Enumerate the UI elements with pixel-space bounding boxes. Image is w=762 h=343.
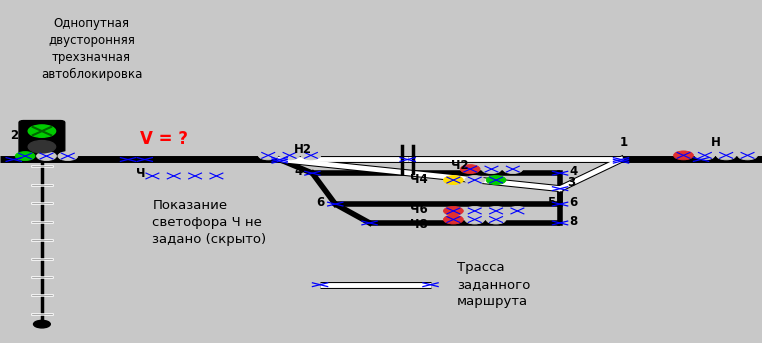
Text: 5: 5 <box>547 196 555 209</box>
Circle shape <box>443 206 463 215</box>
Text: 2: 2 <box>10 129 18 142</box>
Circle shape <box>443 215 463 224</box>
Text: 1: 1 <box>620 136 627 149</box>
Text: Ч: Ч <box>136 167 146 180</box>
Text: 6: 6 <box>570 196 578 209</box>
Text: 4: 4 <box>295 165 303 178</box>
Circle shape <box>738 151 757 160</box>
Text: Однопутная
двусторонняя
трехзначная
автоблокировка: Однопутная двусторонняя трехзначная авто… <box>40 17 142 81</box>
Circle shape <box>507 206 527 215</box>
Circle shape <box>37 152 56 161</box>
Text: 3: 3 <box>568 176 575 189</box>
Text: Ч4: Ч4 <box>410 173 428 186</box>
Circle shape <box>695 151 715 160</box>
Circle shape <box>486 206 506 215</box>
Text: Ч8: Ч8 <box>410 218 428 231</box>
Circle shape <box>28 141 56 153</box>
Circle shape <box>460 165 480 174</box>
Circle shape <box>486 215 506 224</box>
Circle shape <box>34 320 50 328</box>
Circle shape <box>465 215 485 224</box>
Circle shape <box>185 172 205 180</box>
Text: Н: Н <box>712 136 721 149</box>
Text: V = ?: V = ? <box>140 130 187 148</box>
Text: 8: 8 <box>570 215 578 228</box>
Circle shape <box>280 151 299 160</box>
FancyBboxPatch shape <box>19 121 65 157</box>
Circle shape <box>465 206 485 215</box>
Text: Трасса
заданного
маршрута: Трасса заданного маршрута <box>457 261 530 308</box>
Circle shape <box>465 176 485 185</box>
Circle shape <box>58 152 78 161</box>
Circle shape <box>486 176 506 185</box>
Circle shape <box>503 165 523 174</box>
Text: 4: 4 <box>570 165 578 178</box>
Circle shape <box>258 151 278 160</box>
Circle shape <box>15 152 35 161</box>
Text: Ч6: Ч6 <box>410 203 428 216</box>
Text: Н2: Н2 <box>293 143 312 156</box>
Text: Показание
светофора Ч не
задано (скрыто): Показание светофора Ч не задано (скрыто) <box>152 199 267 246</box>
Text: Ч2: Ч2 <box>450 159 469 172</box>
Circle shape <box>207 172 226 180</box>
Circle shape <box>142 172 162 180</box>
Circle shape <box>164 172 184 180</box>
Circle shape <box>716 151 736 160</box>
Circle shape <box>482 165 501 174</box>
Circle shape <box>443 176 463 185</box>
Text: 6: 6 <box>316 196 324 209</box>
Circle shape <box>301 151 321 160</box>
Circle shape <box>674 151 693 160</box>
Circle shape <box>28 125 56 137</box>
